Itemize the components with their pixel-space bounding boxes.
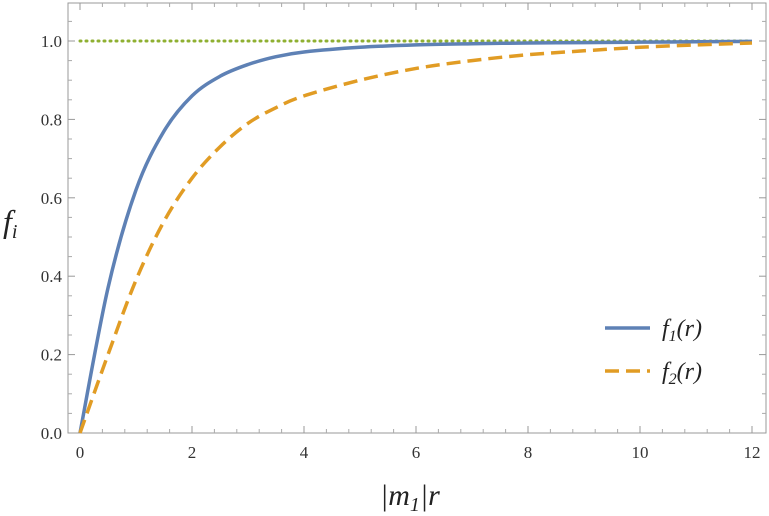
legend-label-1: f1(r) xyxy=(662,316,702,345)
y-tick-labels: 0.0 0.2 0.4 0.6 0.8 1.0 xyxy=(41,32,63,443)
plot-frame xyxy=(67,2,767,434)
tick-marks xyxy=(68,3,766,434)
y-tick-label: 1.0 xyxy=(41,32,62,51)
legend: f1(r) f2(r) xyxy=(605,316,702,388)
y-tick-label: 0.2 xyxy=(41,346,62,365)
x-tick-label: 8 xyxy=(524,443,533,462)
x-tick-label: 12 xyxy=(744,443,761,462)
x-tick-label: 6 xyxy=(412,443,421,462)
x-tick-label: 4 xyxy=(300,443,309,462)
y-tick-label: 0.0 xyxy=(41,424,62,443)
series-lines xyxy=(78,39,753,434)
y-axis-title: fi xyxy=(3,203,17,243)
series-line-2 xyxy=(78,41,753,434)
x-tick-label: 10 xyxy=(632,443,649,462)
x-axis-title: |m1|r xyxy=(380,479,440,516)
legend-label-2: f2(r) xyxy=(662,359,702,388)
x-tick-labels: 0 2 4 6 8 10 12 xyxy=(76,443,761,462)
x-tick-label: 0 xyxy=(76,443,85,462)
y-tick-label: 0.4 xyxy=(41,267,63,286)
y-tick-label: 0.6 xyxy=(41,189,62,208)
series-line-1 xyxy=(78,39,753,434)
x-tick-label: 2 xyxy=(188,443,197,462)
y-tick-label: 0.8 xyxy=(41,110,62,129)
